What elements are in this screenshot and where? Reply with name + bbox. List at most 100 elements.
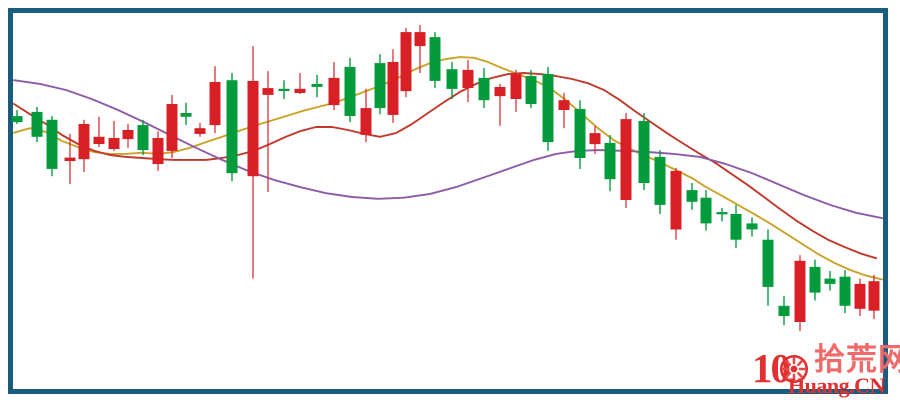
- candle-body: [152, 138, 164, 165]
- candle: [604, 135, 616, 192]
- candle: [262, 71, 274, 192]
- candle: [809, 259, 821, 301]
- candle: [311, 74, 323, 98]
- candle-body: [558, 100, 570, 110]
- candle: [387, 49, 399, 123]
- candle: [400, 28, 412, 98]
- ma-line-ma-mid: [13, 72, 877, 260]
- candle-body: [824, 278, 836, 284]
- candle: [574, 100, 586, 169]
- candle-body: [604, 142, 616, 180]
- candle-body: [429, 37, 441, 81]
- candle-body: [839, 276, 851, 306]
- candle: [194, 122, 206, 137]
- candle-body: [278, 88, 290, 91]
- candle: [589, 125, 601, 154]
- candle-body: [778, 305, 790, 316]
- candle: [868, 274, 880, 319]
- candle-body: [574, 108, 586, 158]
- candle: [414, 25, 426, 73]
- candle: [654, 150, 666, 214]
- ma-line-ma-short: [13, 56, 883, 281]
- moving-average-layer: [13, 56, 883, 281]
- candle-body: [654, 156, 666, 205]
- candle-body: [446, 69, 458, 89]
- candle: [716, 207, 728, 222]
- candle-body: [93, 136, 105, 144]
- candle-body: [638, 121, 650, 183]
- candle: [226, 73, 238, 182]
- candle: [360, 88, 372, 143]
- candle-body: [525, 76, 537, 104]
- candle-body: [510, 74, 522, 99]
- candle-body: [868, 281, 880, 311]
- candle-body: [311, 83, 323, 87]
- candle-body: [64, 157, 76, 161]
- candle-body: [328, 77, 340, 106]
- candle-body: [762, 239, 774, 287]
- candle: [854, 278, 866, 316]
- candle-body: [374, 63, 386, 109]
- candle-body: [854, 283, 866, 309]
- candle-body: [294, 88, 306, 93]
- candle: [108, 121, 120, 151]
- candle: [209, 66, 221, 134]
- candle-body: [166, 104, 178, 151]
- candle: [494, 83, 506, 126]
- candle-body: [414, 32, 426, 47]
- candle: [525, 69, 537, 109]
- candle: [122, 124, 134, 148]
- candle-body: [209, 82, 221, 126]
- candle: [247, 46, 259, 279]
- candle: [746, 217, 758, 237]
- candle: [670, 167, 682, 240]
- candle-body: [716, 212, 728, 215]
- candle: [374, 54, 386, 115]
- candle-layer: [11, 25, 880, 332]
- candle: [558, 93, 570, 129]
- candle-body: [247, 80, 259, 177]
- candle: [824, 271, 836, 291]
- candle-body: [809, 266, 821, 293]
- candle: [620, 113, 632, 208]
- candle-body: [494, 87, 506, 97]
- candle: [462, 60, 474, 103]
- candle-body: [31, 111, 43, 137]
- candle-body: [589, 133, 601, 145]
- candle-body: [46, 119, 58, 169]
- candle: [64, 133, 76, 185]
- candle-body: [542, 74, 554, 143]
- candle-body: [387, 62, 399, 115]
- candle-body: [180, 113, 192, 117]
- candle: [93, 116, 105, 148]
- candle-body: [794, 260, 806, 322]
- candle: [762, 229, 774, 306]
- candle-body: [226, 80, 238, 174]
- candle-body: [730, 214, 742, 240]
- candle: [794, 255, 806, 332]
- candle: [180, 102, 192, 126]
- candle: [294, 73, 306, 95]
- candle-body: [11, 116, 23, 123]
- candle: [328, 62, 340, 110]
- candle-body: [360, 108, 372, 135]
- candle-body: [700, 197, 712, 224]
- candle: [78, 119, 90, 172]
- candle-body: [620, 119, 632, 200]
- candle: [137, 119, 149, 155]
- candle: [542, 66, 554, 151]
- candle-body: [78, 124, 90, 160]
- candle: [429, 32, 441, 89]
- candle: [152, 131, 164, 171]
- candle-body: [462, 69, 474, 88]
- candle: [778, 296, 790, 326]
- candle: [166, 94, 178, 158]
- candle: [31, 107, 43, 143]
- candle: [839, 269, 851, 313]
- candle: [278, 80, 290, 100]
- candle-body: [194, 128, 206, 134]
- candle-body: [122, 130, 134, 140]
- candle: [478, 68, 490, 109]
